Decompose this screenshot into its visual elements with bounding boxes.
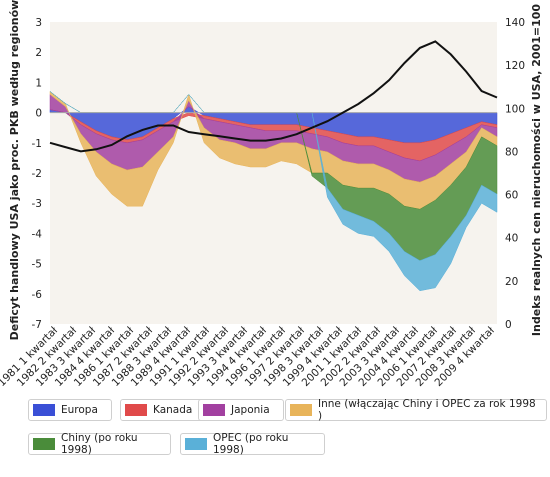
left-axis-label: Deficyt handlowy USA jako proc. PKB wedł…	[8, 0, 21, 340]
right-tick-6: 20	[505, 276, 518, 288]
trade-deficit-chart: 3 2 1 0 -1 -2 -3 -4 -5 -6 -7 140 120 100 80 60 40 20 0 19…	[0, 0, 543, 389]
legend-swatch-kanada	[125, 404, 147, 416]
left-tick-6: -3	[32, 198, 42, 210]
legend-item-japonia: Japonia	[198, 399, 284, 421]
legend-item-inne: Inne (włączając Chiny i OPEC za rok 1998…	[285, 398, 547, 422]
left-tick-4: -1	[32, 138, 42, 150]
right-tick-7: 0	[505, 319, 512, 331]
left-tick-10: -7	[32, 319, 42, 331]
right-axis-ticks: 140 120 100 80 60 40 20 0	[505, 17, 525, 331]
legend-swatch-japonia	[203, 404, 225, 416]
left-tick-0: 3	[35, 17, 42, 29]
legend-item-chiny: Chiny (po roku 1998)	[28, 432, 171, 456]
left-tick-2: 1	[35, 77, 42, 89]
right-tick-2: 100	[505, 103, 525, 115]
legend-item-kanada: Kanada	[120, 399, 204, 421]
right-tick-3: 80	[505, 146, 518, 158]
right-tick-5: 40	[505, 233, 518, 245]
legend-label-chiny: Chiny (po roku 1998)	[61, 432, 138, 456]
legend-swatch-opec	[185, 438, 207, 450]
area-series-3	[49, 90, 498, 210]
left-tick-7: -4	[32, 228, 43, 240]
legend-swatch-europa	[33, 404, 55, 416]
legend-label-inne: Inne (włączając Chiny i OPEC za rok 1998…	[318, 398, 536, 422]
legend-item-opec: OPEC (po roku 1998)	[180, 432, 325, 456]
left-tick-8: -5	[32, 259, 42, 271]
house-price-index-line	[49, 40, 498, 153]
legend-swatch-inne	[290, 404, 312, 416]
left-tick-3: 0	[35, 108, 42, 120]
left-tick-5: -2	[32, 168, 42, 180]
legend-swatch-chiny	[33, 438, 55, 450]
left-tick-9: -6	[32, 289, 43, 301]
legend-item-europa: Europa	[28, 399, 112, 421]
left-tick-1: 2	[35, 47, 42, 59]
legend-label-europa: Europa	[61, 404, 98, 416]
right-tick-1: 120	[505, 60, 525, 72]
right-axis-label: Indeks realnych cen nieruchomości w USA,…	[530, 4, 543, 336]
house-price-line-layer	[49, 40, 498, 153]
legend-label-kanada: Kanada	[153, 404, 193, 416]
area-layers	[49, 90, 498, 292]
left-axis-ticks: 3 2 1 0 -1 -2 -3 -4 -5 -6 -7	[32, 17, 43, 331]
legend-label-opec: OPEC (po roku 1998)	[213, 432, 289, 456]
legend-label-japonia: Japonia	[231, 404, 270, 416]
right-tick-4: 60	[505, 190, 518, 202]
right-tick-0: 140	[505, 17, 525, 29]
